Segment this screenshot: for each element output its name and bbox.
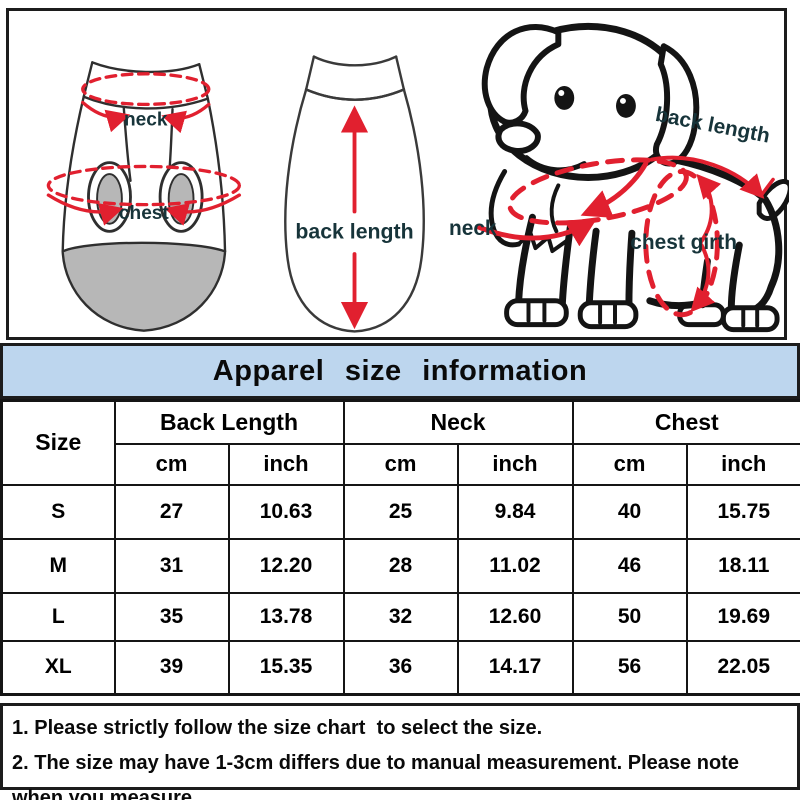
value-cell: 27 — [113, 483, 230, 540]
vest-neck-label: neck — [124, 109, 168, 130]
table-row: M 31 12.20 28 11.02 46 18.11 — [0, 537, 800, 594]
value-cell: 12.20 — [227, 537, 345, 594]
back-length-header: Back Length — [113, 399, 345, 445]
notes-panel: 1. Please strictly follow the size chart… — [0, 703, 800, 800]
vest-chest-label: chest — [119, 203, 169, 224]
dog-chest-girth-label: chest girth — [630, 231, 737, 254]
measurement-diagrams-panel: neck chest back length — [6, 8, 789, 340]
value-cell: 9.84 — [456, 483, 574, 540]
unit-header: inch — [685, 442, 800, 486]
value-cell: 36 — [342, 639, 459, 696]
value-cell: 35 — [113, 591, 230, 642]
value-cell: 46 — [571, 537, 688, 594]
vest-front-outline — [61, 61, 227, 332]
value-cell: 11.02 — [456, 537, 574, 594]
chest-header: Chest — [571, 399, 800, 445]
size-cell: M — [0, 537, 116, 594]
dog-measure-lines — [476, 155, 775, 318]
value-cell: 13.78 — [227, 591, 345, 642]
unit-header: cm — [342, 442, 459, 486]
vest-back-length-label: back length — [295, 220, 413, 244]
value-cell: 19.69 — [685, 591, 800, 642]
value-cell: 25 — [342, 483, 459, 540]
table-row: L 35 13.78 32 12.60 50 19.69 — [0, 591, 800, 642]
value-cell: 15.35 — [227, 639, 345, 696]
unit-header: inch — [227, 442, 345, 486]
value-cell: 12.60 — [456, 591, 574, 642]
table-title: Apparel size information — [212, 354, 588, 387]
vest-front-diagram: neck chest — [46, 61, 242, 332]
value-cell: 15.75 — [685, 483, 800, 540]
value-cell: 32 — [342, 591, 459, 642]
value-cell: 40 — [571, 483, 688, 540]
vest-front-measure-lines — [46, 72, 242, 226]
note-line: 1. Please strictly follow the size chart… — [12, 717, 543, 739]
table-row: S 27 10.63 25 9.84 40 15.75 — [0, 483, 800, 540]
table-row: XL 39 15.35 36 14.17 56 22.05 — [0, 639, 800, 696]
size-column-header: Size — [0, 399, 116, 486]
dog-diagram: neck back length chest girth — [449, 22, 789, 333]
value-cell: 31 — [113, 537, 230, 594]
size-cell: S — [0, 483, 116, 540]
unit-header: cm — [113, 442, 230, 486]
dog-outline — [481, 22, 789, 333]
value-cell: 10.63 — [227, 483, 345, 540]
size-cell: L — [0, 591, 116, 642]
size-table: Size Back Length Neck Chest cm inch cm i… — [0, 399, 800, 696]
value-cell: 28 — [342, 537, 459, 594]
vest-back-diagram: back length — [284, 55, 425, 333]
value-cell: 14.17 — [456, 639, 574, 696]
value-cell: 18.11 — [685, 537, 800, 594]
size-cell: XL — [0, 639, 116, 696]
dog-neck-label: neck — [449, 217, 497, 240]
table-title-banner: Apparel size information — [0, 343, 800, 399]
value-cell: 39 — [113, 639, 230, 696]
value-cell: 22.05 — [685, 639, 800, 696]
neck-header: Neck — [342, 399, 574, 445]
value-cell: 56 — [571, 639, 688, 696]
note-line: 2. The size may have 1-3cm differs due t… — [12, 752, 745, 800]
unit-header: inch — [456, 442, 574, 486]
unit-header: cm — [571, 442, 688, 486]
value-cell: 50 — [571, 591, 688, 642]
